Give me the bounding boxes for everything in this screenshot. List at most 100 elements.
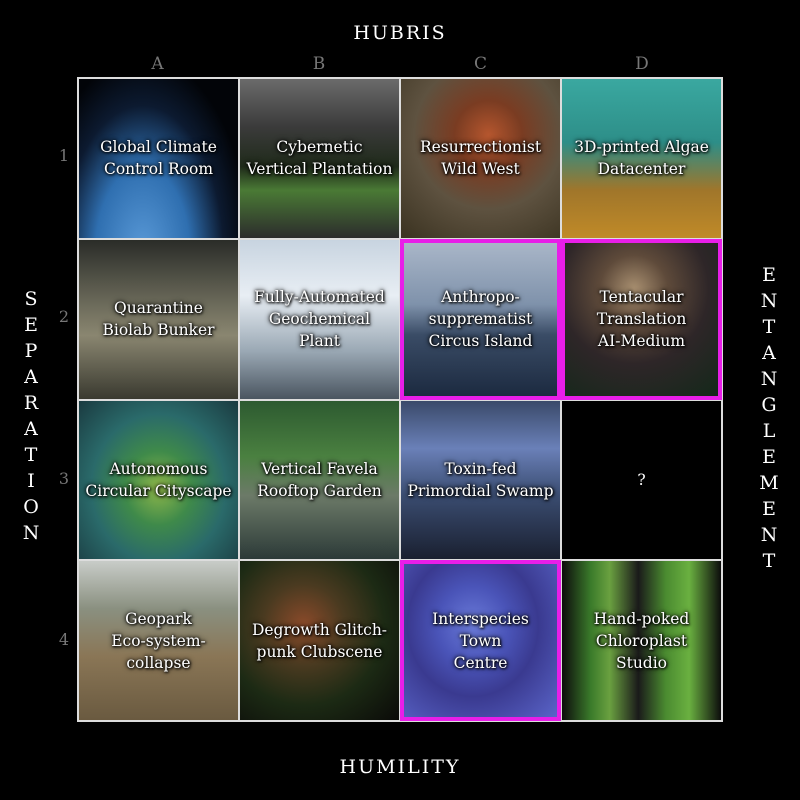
- scenario-label-line: Plant: [299, 332, 340, 351]
- scenario-label-line: AI-Medium: [597, 332, 686, 351]
- scenario-label-line: Circus Island: [428, 332, 533, 351]
- scenario-label-line: Interspecies Town: [432, 609, 529, 650]
- scenario-label: Autonomous Circular Cityscape: [79, 458, 237, 502]
- scenario-cell-d1[interactable]: 3D-printed Algae Datacenter: [561, 78, 722, 239]
- scenario-grid: Global Climate Control Room Cybernetic Vert…: [77, 77, 723, 722]
- scenario-label-line: Chloroplast: [595, 631, 688, 650]
- scenario-label-line: Control Room: [103, 160, 214, 179]
- scenario-image: [404, 564, 557, 717]
- axis-right-letter: E: [762, 264, 776, 286]
- scenario-image: [404, 242, 557, 396]
- scenario-image: [240, 79, 399, 238]
- scenario-cell-c1[interactable]: Resurrectionist Wild West: [400, 78, 561, 239]
- column-label-c: C: [473, 54, 487, 74]
- scenario-image: [79, 400, 238, 560]
- scenario-label-line: Wild West: [441, 160, 520, 179]
- scenario-cell-c2[interactable]: Anthropo-supprematist Circus Island: [400, 238, 561, 400]
- axis-right-letter: E: [762, 446, 776, 468]
- scenario-image: [240, 400, 399, 560]
- axis-right-letter: T: [762, 316, 776, 338]
- row-label-2: 2: [58, 307, 70, 327]
- scenario-cell-a4[interactable]: Geopark Eco-system-collapse: [78, 560, 239, 721]
- scenario-label-line: Autonomous: [109, 459, 208, 478]
- scenario-image: [240, 561, 399, 720]
- scenario-cell-b2[interactable]: Fully-Automated Geochemical Plant: [239, 238, 400, 400]
- axis-right-letter: L: [762, 420, 776, 442]
- scenario-cell-a3[interactable]: Autonomous Circular Cityscape: [78, 399, 239, 561]
- scenario-image: [240, 239, 399, 399]
- scenario-label-line: Circular Cityscape: [85, 481, 232, 500]
- scenario-label-line: Vertical Favela: [261, 459, 378, 478]
- scenario-label-line: Datacenter: [597, 160, 686, 179]
- scenario-label: Toxin-fed Primordial Swamp: [402, 458, 560, 502]
- scenario-image: [401, 400, 560, 560]
- scenario-cell-c4[interactable]: Interspecies Town Centre: [400, 560, 561, 721]
- scenario-label-line: Rooftop Garden: [257, 481, 382, 500]
- scenario-cell-a1[interactable]: Global Climate Control Room: [78, 78, 239, 239]
- axis-right-letter: A: [762, 342, 776, 364]
- scenario-label-line: Vertical Plantation: [246, 160, 393, 179]
- scenario-label-line: collapse: [126, 653, 191, 672]
- scenario-label: Geopark Eco-system-collapse: [105, 608, 212, 674]
- scenario-label-line: Studio: [615, 653, 668, 672]
- scenario-cell-b3[interactable]: Vertical Favela Rooftop Garden: [239, 399, 400, 561]
- scenario-label: Cybernetic Vertical Plantation: [241, 136, 399, 180]
- scenario-label-line: Primordial Swamp: [407, 481, 554, 500]
- scenario-label: ?: [631, 469, 651, 491]
- scenario-label-line: 3D-printed Algae: [574, 138, 709, 157]
- scenario-image: [401, 79, 560, 238]
- scenario-cell-d4[interactable]: Hand-poked Chloroplast Studio: [561, 560, 722, 721]
- scenario-image: [565, 242, 718, 396]
- scenario-label-line: Geopark: [125, 609, 192, 628]
- scenario-cell-c3[interactable]: Toxin-fed Primordial Swamp: [400, 399, 561, 561]
- scenario-label: Interspecies Town Centre: [404, 608, 557, 674]
- scenario-label-line: Tentacular: [599, 288, 684, 307]
- scenario-cell-a2[interactable]: Quarantine Biolab Bunker: [78, 238, 239, 400]
- scenario-label-line: Fully-Automated: [254, 288, 385, 307]
- axis-left-letter: E: [24, 314, 38, 336]
- scenario-label: Vertical Favela Rooftop Garden: [251, 458, 388, 502]
- scenario-label-line: Degrowth Glitch-: [251, 620, 388, 639]
- scenario-image: [79, 79, 238, 238]
- scenario-label: 3D-printed Algae Datacenter: [568, 136, 715, 180]
- scenario-image: [562, 561, 721, 720]
- axis-right-letter: N: [760, 524, 778, 546]
- scenario-label-line: ?: [637, 470, 646, 489]
- axis-left-letter: P: [24, 340, 38, 362]
- scenario-label-line: Cybernetic: [276, 138, 363, 157]
- axis-label-top: HUBRIS: [353, 22, 447, 44]
- axis-right-letter: G: [761, 394, 777, 416]
- scenario-label-line: Centre: [453, 653, 508, 672]
- axis-left-letter: R: [23, 392, 39, 414]
- scenario-label: Fully-Automated Geochemical Plant: [248, 286, 391, 352]
- axis-left-letter: O: [23, 496, 39, 518]
- axis-left-letter: N: [22, 522, 40, 544]
- column-label-a: A: [151, 54, 164, 74]
- scenario-label-line: Eco-system-: [111, 631, 206, 650]
- scenario-cell-d2[interactable]: Tentacular Translation AI-Medium: [561, 238, 722, 400]
- scenario-label-line: Global Climate: [100, 138, 217, 157]
- scenario-label: Hand-poked Chloroplast Studio: [588, 608, 696, 674]
- axis-left-letter: T: [24, 444, 38, 466]
- scenario-label: Resurrectionist Wild West: [414, 136, 547, 180]
- scenario-label-line: Translation: [596, 310, 687, 329]
- row-label-3: 3: [58, 468, 70, 488]
- scenario-label-line: Resurrectionist: [419, 138, 542, 157]
- scenario-cell-b1[interactable]: Cybernetic Vertical Plantation: [239, 78, 400, 239]
- scenario-cell-b4[interactable]: Degrowth Glitch-punk Clubscene: [239, 560, 400, 721]
- scenario-cell-d3[interactable]: ?: [561, 399, 722, 561]
- scenario-label-line: Quarantine: [114, 299, 203, 318]
- scenario-label-line: supprematist: [428, 310, 533, 329]
- scenario-image: [562, 79, 721, 238]
- axis-left-letter: I: [27, 470, 35, 492]
- scenario-image: [79, 239, 238, 399]
- scenario-label-line: Hand-poked: [593, 609, 690, 628]
- axis-right-letter: T: [762, 550, 776, 572]
- axis-left-letter: A: [24, 418, 38, 440]
- scenario-image: [562, 400, 721, 560]
- axis-left-letter: A: [24, 366, 38, 388]
- column-label-d: D: [635, 54, 649, 74]
- scenario-label-line: Toxin-fed: [444, 459, 517, 478]
- axis-label-bottom: HUMILITY: [339, 756, 461, 778]
